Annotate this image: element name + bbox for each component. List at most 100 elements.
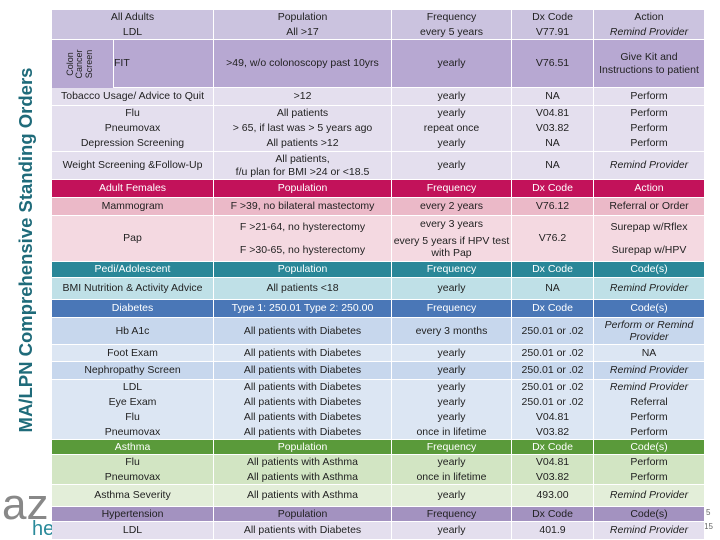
cell-text: V77.91: [535, 25, 570, 38]
table-cell: Population All >17: [214, 10, 392, 40]
table-cell: Perform: [594, 88, 705, 106]
cell-text: All patients with Diabetes: [243, 410, 362, 423]
table-cell: Adult Females: [52, 180, 214, 198]
cell-text: Pap: [123, 232, 142, 245]
table-cell: Frequency: [392, 262, 512, 278]
cell-text: once in lifetime: [416, 425, 487, 438]
cell-text: Perform: [630, 107, 668, 120]
table-cell: Perform or Remind Provider: [594, 318, 705, 345]
table-cell: yearly: [392, 362, 512, 380]
table-cell: yearly: [392, 345, 512, 362]
table-cell: All Adults LDL: [52, 10, 214, 40]
cell-text: >12: [293, 90, 312, 103]
cell-text: Foot Exam: [107, 346, 158, 359]
cell-text: yearly: [437, 107, 466, 120]
cell-text: Surepap w/HPV: [611, 243, 687, 256]
cell-text: LDL: [122, 381, 143, 394]
cell-text: Dx Code: [532, 507, 573, 520]
cell-text: Referral: [630, 396, 668, 409]
table-cell: All patients <18: [214, 278, 392, 300]
cell-text: yearly: [437, 524, 466, 537]
cell-text: V76.2: [538, 232, 567, 245]
cell-text: NA: [641, 346, 657, 359]
cell-text: Diabetes: [111, 302, 154, 315]
cell-text: F >30-65, no hysterectomy: [239, 243, 366, 256]
cell-text: All Adults: [110, 11, 155, 24]
table-cell: BMI Nutrition & Activity Advice: [52, 278, 214, 300]
table-cell: Hb A1c: [52, 318, 214, 345]
cell-text: yearly: [437, 90, 466, 103]
cell-text: Nephropathy Screen: [84, 364, 181, 377]
table-cell: NA: [512, 278, 594, 300]
table-cell: All patients, f/u plan for BMI >24 or <18…: [214, 152, 392, 180]
cell-text: All patients with Asthma: [247, 489, 358, 502]
table-cell: All patients with Asthma All patients wit…: [214, 455, 392, 485]
table-cell: 250.01 or .02: [512, 318, 594, 345]
cell-text: Perform or Remind Provider: [604, 318, 694, 343]
table-cell: Pedi/Adolescent: [52, 262, 214, 278]
table-cell: Nephropathy Screen: [52, 362, 214, 380]
logo: he: [32, 518, 55, 540]
table-cell: yearly: [392, 40, 512, 88]
table-cell: Population: [214, 262, 392, 278]
cell-text: every 2 years: [419, 200, 484, 213]
cell-text: Pneumovax: [104, 122, 161, 135]
table-cell: V76.2: [512, 216, 594, 262]
table-cell: Flu Pneumovax: [52, 455, 214, 485]
cell-text: V04.81: [535, 456, 570, 469]
cell-text: All patients >12: [266, 137, 339, 150]
table-cell: Mammogram: [52, 198, 214, 216]
cell-text: Pedi/Adolescent: [94, 263, 171, 276]
cell-text: Dx Code: [532, 263, 573, 276]
table-cell: All patients with Diabetes: [214, 362, 392, 380]
cell-text: Flu: [125, 410, 140, 423]
table-cell: V76.12: [512, 198, 594, 216]
cell-text: V04.81: [535, 410, 570, 423]
table-cell: yearly: [392, 88, 512, 106]
cell-text: Frequency: [426, 440, 477, 453]
cell-text: 250.01 or .02: [521, 381, 584, 394]
table-cell: All patients with Diabetes All patients w…: [214, 380, 392, 440]
cell-text: Frequency: [426, 182, 477, 195]
cell-text: Remind Provider: [609, 282, 689, 295]
table-cell: 493.00: [512, 485, 594, 507]
cell-text: Mammogram: [101, 200, 164, 213]
table-cell: All patients with Diabetes: [214, 345, 392, 362]
cell-text: Perform: [630, 456, 668, 469]
table-cell: yearly yearly yearly once in lifetime: [392, 380, 512, 440]
cell-text: yearly: [437, 396, 466, 409]
table-cell: 250.01 or .02: [512, 362, 594, 380]
logo: az: [2, 480, 49, 529]
cell-text: Asthma: [114, 440, 151, 453]
table-cell: Remind Provider: [594, 152, 705, 180]
cell-text: >49, w/o colonoscopy past 10yrs: [226, 57, 379, 70]
table-cell: V76.51: [512, 40, 594, 88]
cell-text: Action: [634, 11, 664, 24]
cell-text: F >39, no bilateral mastectomy: [230, 200, 375, 213]
table-cell: All patients > 65, if last was > 5 years …: [214, 106, 392, 152]
cell-text: Dx Code: [532, 11, 573, 24]
table-cell: Remind Provider Referral Perform Perform: [594, 380, 705, 440]
table-cell: LDL: [52, 522, 214, 540]
cell-text: Frequency: [426, 263, 477, 276]
cell-text: Tobacco Usage/ Advice to Quit: [61, 90, 204, 103]
cell-text: All patients with Diabetes: [243, 381, 362, 394]
cell-text: Referral or Order: [609, 200, 689, 213]
cell-text: Population: [277, 182, 328, 195]
cell-text: F >21-64, no hysterectomy: [239, 221, 366, 234]
cell-text: Remind Provider: [609, 381, 689, 394]
table-cell: Frequency: [392, 300, 512, 318]
table-cell: Flu Pneumovax Depression Screening: [52, 106, 214, 152]
cell-text: Remind Provider: [609, 524, 689, 537]
cell-text: Dx Code: [532, 440, 573, 453]
cell-text: every 5 years: [419, 25, 484, 38]
cell-text: Flu: [125, 456, 140, 469]
table-cell: Dx Code V77.91: [512, 10, 594, 40]
cell-text: Action: [634, 182, 664, 195]
table-cell: Population: [214, 440, 392, 455]
cell-text: Dx Code: [532, 302, 573, 315]
cell-text: Hypertension: [101, 507, 164, 520]
cell-text: All patients: [276, 107, 329, 120]
table-cell: yearly: [392, 278, 512, 300]
table-cell: Code(s): [594, 440, 705, 455]
